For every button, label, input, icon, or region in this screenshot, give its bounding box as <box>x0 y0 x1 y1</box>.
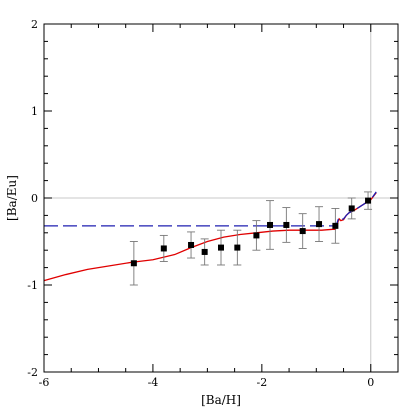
data-point <box>365 197 372 204</box>
y-tick-label: 0 <box>31 192 38 205</box>
data-point <box>299 228 306 235</box>
model-line-solid <box>43 192 377 282</box>
data-point <box>234 244 241 251</box>
data-point <box>160 245 167 252</box>
tick-labels: -6 -4 -2 0 -2 -1 0 1 2 <box>27 18 374 389</box>
data-point <box>316 221 323 228</box>
data-point <box>332 222 339 229</box>
data-point <box>253 232 260 239</box>
reference-lines <box>44 24 398 372</box>
x-tick-label: -4 <box>148 376 159 389</box>
y-tick-label: -1 <box>27 279 38 292</box>
x-tick-label: 0 <box>367 376 374 389</box>
x-tick-label: -2 <box>256 376 267 389</box>
x-tick-label: -6 <box>39 376 50 389</box>
data-point <box>283 221 290 228</box>
data-point <box>267 221 274 228</box>
data-point <box>348 205 355 212</box>
data-point <box>201 248 208 255</box>
y-axis-title: [Ba/Eu] <box>5 175 19 221</box>
axis-ticks <box>43 23 399 373</box>
data-points <box>129 191 373 286</box>
data-point <box>188 241 195 248</box>
data-point <box>130 260 137 267</box>
series-layer <box>43 191 377 282</box>
y-tick-label: -2 <box>27 366 38 379</box>
x-axis-title: [Ba/H] <box>201 393 241 407</box>
y-tick-label: 1 <box>31 105 38 118</box>
y-tick-label: 2 <box>31 18 38 31</box>
model-line-dashed <box>44 191 377 227</box>
data-point <box>218 244 224 251</box>
